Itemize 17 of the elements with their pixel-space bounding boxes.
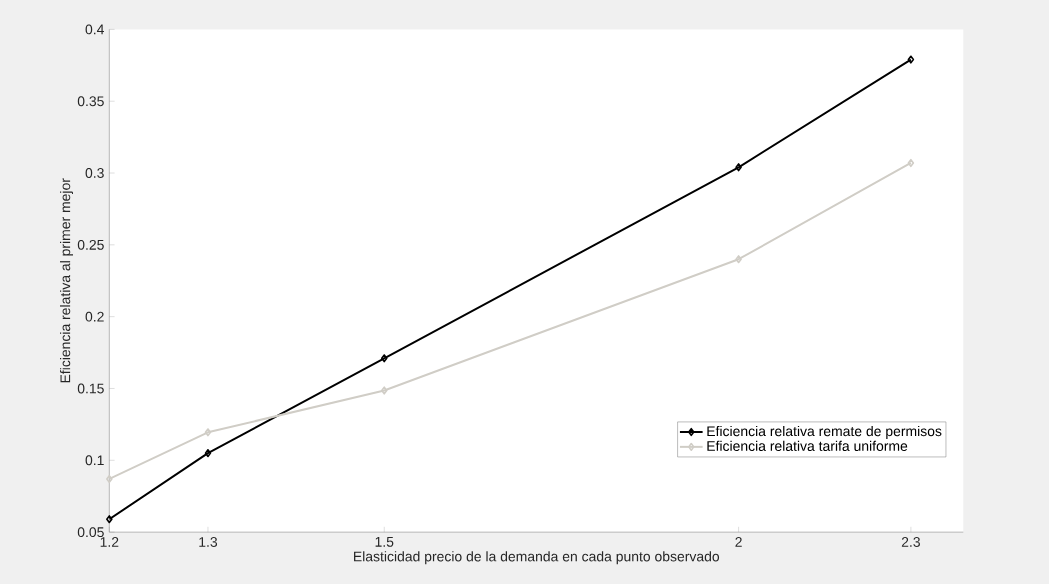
y-tick-label: 0.2	[85, 311, 104, 322]
y-tick-label: 0.25	[77, 239, 104, 250]
y-tick-label: 0.15	[77, 383, 104, 394]
y-tick-label: 0.1	[85, 455, 104, 466]
legend-label: Eficiencia relativa remate de permisos	[707, 425, 942, 439]
x-tick-label: 1.5	[375, 537, 394, 547]
x-tick-label: 1.3	[199, 537, 218, 547]
y-tick-label: 0.35	[77, 96, 104, 107]
y-tick-label: 0.3	[85, 168, 104, 178]
y-tick-label: 0.4	[85, 24, 104, 35]
x-tick-label: 2	[735, 537, 742, 547]
x-tick-label: 2.3	[901, 537, 920, 547]
legend-label: Eficiencia relativa tarifa uniforme	[707, 440, 908, 452]
x-axis-title: Elasticidad precio de la demanda en cada punto observado	[354, 551, 720, 565]
y-tick-label: 0.05	[77, 527, 104, 538]
y-axis-title: Eficiencia relativa al primer mejor	[60, 178, 74, 383]
x-tick-label: 1.2	[100, 537, 119, 547]
